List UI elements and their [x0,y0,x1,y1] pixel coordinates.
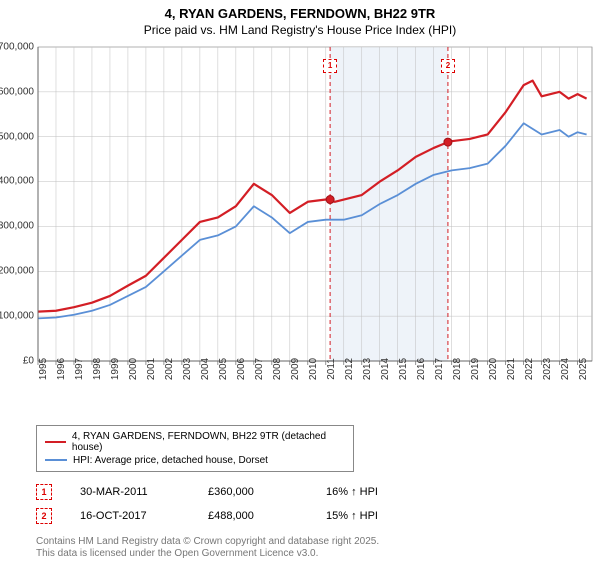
x-tick-label: 2021 [506,358,517,380]
x-tick-label: 1999 [110,358,121,380]
x-tick-label: 2014 [380,358,391,380]
x-tick-label: 2000 [128,358,139,380]
footer-line-2: This data is licensed under the Open Gov… [36,548,590,561]
marker-price: £360,000 [208,486,298,498]
marker-date: 30-MAR-2011 [80,486,180,498]
marker-row: 1 30-MAR-2011 £360,000 16% ↑ HPI [36,480,590,504]
legend-item: HPI: Average price, detached house, Dors… [45,454,345,467]
x-tick-label: 2004 [200,358,211,380]
x-tick-label: 2023 [542,358,553,380]
x-tick-label: 1995 [38,358,49,380]
x-tick-label: 2016 [416,358,427,380]
marker-badge-2: 2 [36,508,52,524]
x-tick-label: 2011 [326,358,337,380]
chart-plot-area: £0 £100,000 £200,000 £300,000 £400,000 £500,0… [0,41,600,421]
legend-swatch-series1 [45,441,66,443]
chart-title-line2: Price paid vs. HM Land Registry's House … [0,23,600,41]
x-tick-label: 1997 [74,358,85,380]
x-tick-label: 2020 [488,358,499,380]
marker-row: 2 16-OCT-2017 £488,000 15% ↑ HPI [36,504,590,528]
x-tick-label: 2007 [254,358,265,380]
x-tick-label: 2006 [236,358,247,380]
x-tick-label: 2018 [452,358,463,380]
marker-table: 1 30-MAR-2011 £360,000 16% ↑ HPI 2 16-OC… [36,480,590,528]
x-tick-label: 1996 [56,358,67,380]
marker-annotation-1: 1 [323,59,337,73]
x-tick-label: 2009 [290,358,301,380]
x-tick-label: 2010 [308,358,319,380]
marker-pct: 15% ↑ HPI [326,510,416,522]
x-tick-label: 2008 [272,358,283,380]
x-tick-label: 2001 [146,358,157,380]
x-tick-label: 2002 [164,358,175,380]
marker-badge-1: 1 [36,484,52,500]
marker-date: 16-OCT-2017 [80,510,180,522]
legend-label: HPI: Average price, detached house, Dors… [73,455,268,466]
legend-item: 4, RYAN GARDENS, FERNDOWN, BH22 9TR (det… [45,430,345,454]
x-tick-label: 2017 [434,358,445,380]
x-tick-label: 2012 [344,358,355,380]
legend-box: 4, RYAN GARDENS, FERNDOWN, BH22 9TR (det… [36,425,354,472]
x-tick-label: 2005 [218,358,229,380]
y-tick-label: £200,000 [0,266,34,277]
legend-swatch-series2 [45,459,67,461]
y-tick-label: £0 [23,355,34,366]
x-tick-label: 2024 [560,358,571,380]
x-tick-label: 2025 [578,358,589,380]
marker-annotation-2: 2 [441,59,455,73]
legend-label: 4, RYAN GARDENS, FERNDOWN, BH22 9TR (det… [72,431,345,453]
footer-line-1: Contains HM Land Registry data © Crown c… [36,536,590,549]
x-tick-label: 1998 [92,358,103,380]
marker-price: £488,000 [208,510,298,522]
chart-title-line1: 4, RYAN GARDENS, FERNDOWN, BH22 9TR [0,0,600,23]
y-tick-label: £500,000 [0,131,34,142]
x-tick-label: 2022 [524,358,535,380]
x-tick-label: 2013 [362,358,373,380]
x-tick-label: 2015 [398,358,409,380]
marker-pct: 16% ↑ HPI [326,486,416,498]
x-tick-label: 2019 [470,358,481,380]
x-tick-label: 2003 [182,358,193,380]
y-tick-label: £400,000 [0,176,34,187]
y-tick-label: £300,000 [0,221,34,232]
y-tick-label: £700,000 [0,41,34,52]
footer: Contains HM Land Registry data © Crown c… [36,536,590,561]
y-tick-label: £100,000 [0,311,34,322]
y-tick-label: £600,000 [0,86,34,97]
